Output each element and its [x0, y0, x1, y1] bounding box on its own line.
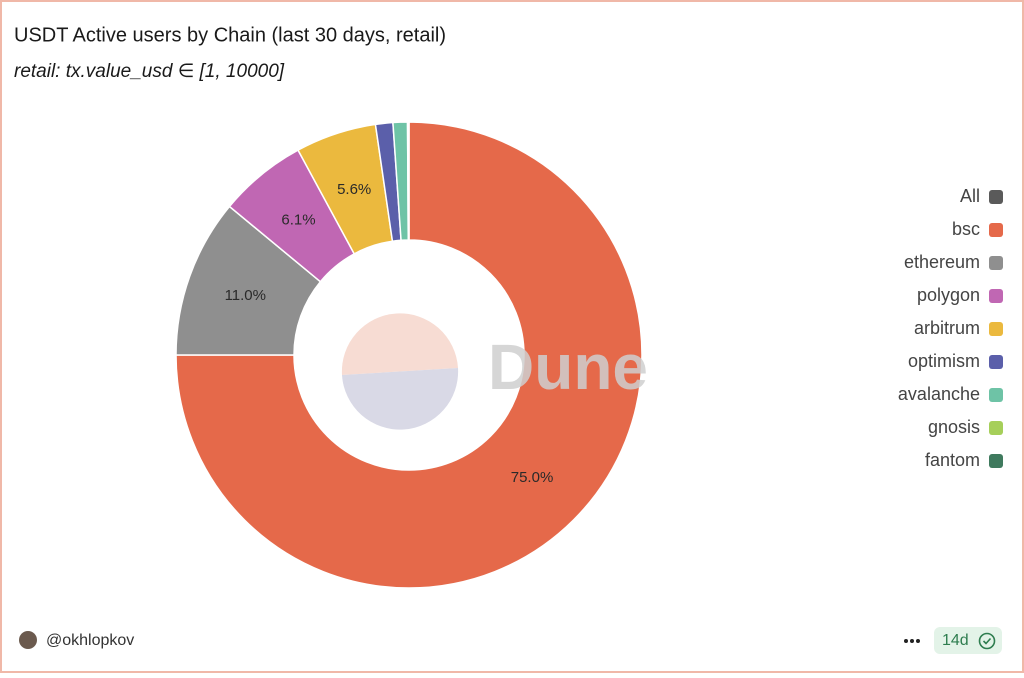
- slice: [175, 121, 643, 589]
- slice: [407, 121, 410, 241]
- watermark-logo: [341, 313, 459, 430]
- avatar: [19, 631, 37, 649]
- legend-swatch: [989, 190, 1003, 204]
- legend-swatch: [989, 256, 1003, 270]
- chart-title: USDT Active users by Chain (last 30 days…: [14, 24, 446, 46]
- legend-swatch: [989, 355, 1003, 369]
- donut: [175, 121, 643, 589]
- legend-label: optimism: [908, 351, 980, 371]
- more-menu[interactable]: [904, 639, 920, 643]
- watermark: Dune: [488, 331, 648, 403]
- legend-label: bsc: [952, 219, 980, 239]
- legend-swatch: [989, 388, 1003, 402]
- legend-label: ethereum: [904, 252, 980, 272]
- legend-swatch: [989, 289, 1003, 303]
- chart-subtitle: retail: tx.value_usd ∈ [1, 10000]: [14, 61, 285, 82]
- legend-label: fantom: [925, 450, 980, 470]
- legend-label: All: [960, 186, 980, 206]
- author[interactable]: @okhlopkov: [46, 632, 134, 649]
- slice-label: 6.1%: [281, 212, 315, 229]
- legend-swatch: [989, 454, 1003, 468]
- legend-swatch: [989, 223, 1003, 237]
- legend: All bsc ethereum polygon arbitrum optimism ava…: [898, 186, 1003, 470]
- legend-label: avalanche: [898, 384, 980, 404]
- slice-label: 11.0%: [225, 287, 266, 304]
- slice-labels: 75.0% 11.0% 6.1% 5.6%: [225, 181, 554, 486]
- legend-swatch: [989, 322, 1003, 336]
- age: 14d: [942, 632, 969, 649]
- legend-label: polygon: [917, 285, 980, 305]
- verified-icon: [978, 632, 996, 650]
- slice-label: 75.0%: [511, 469, 554, 486]
- legend-label: gnosis: [928, 417, 980, 437]
- slice-label: 5.6%: [337, 181, 371, 198]
- legend-swatch: [989, 421, 1003, 435]
- legend-label: arbitrum: [914, 318, 980, 338]
